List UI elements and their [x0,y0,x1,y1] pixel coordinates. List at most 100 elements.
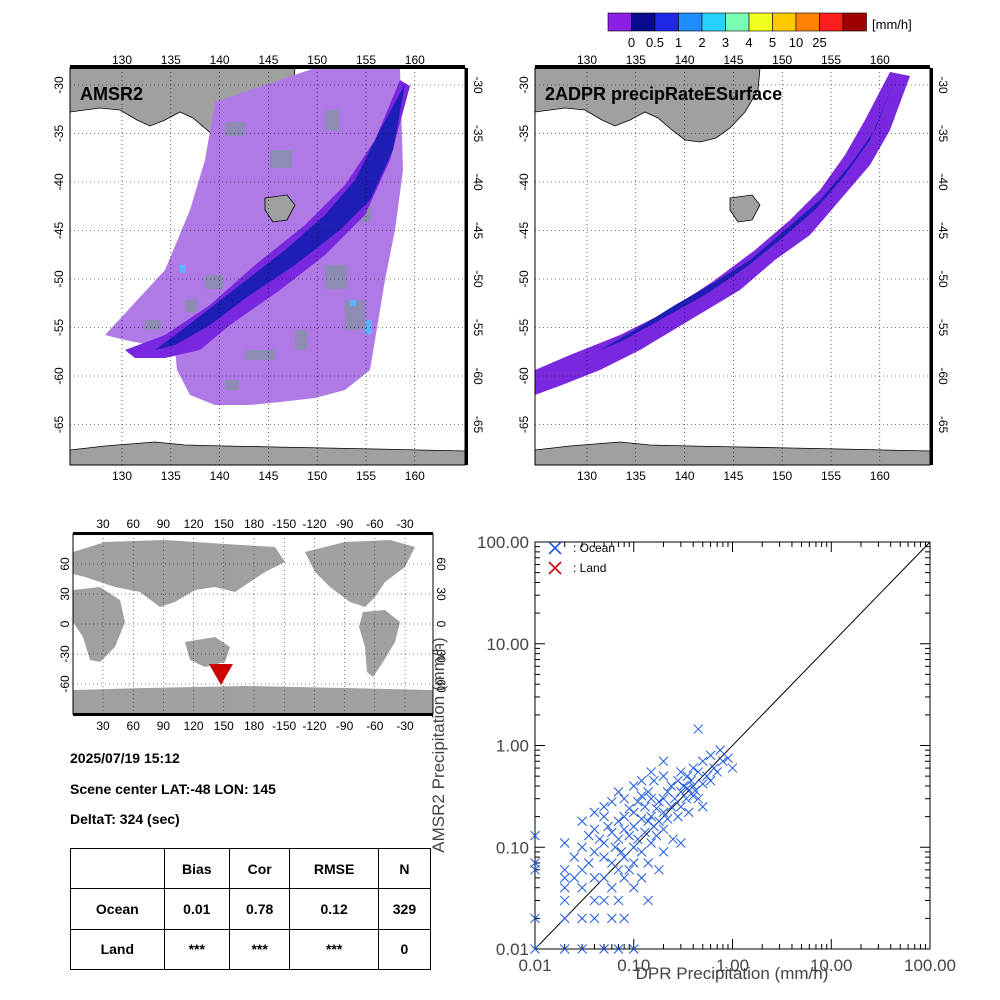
lat-tick-left: -45 [52,222,66,240]
lat-tick-right: -55 [936,319,950,337]
colorbar-swatch [842,12,867,32]
colorbar-swatch [701,12,726,32]
scatter-point [577,944,587,954]
scatter-point [606,796,617,807]
lon-tick-top: 30 [96,517,110,531]
stats-header-cell: RMSE [289,847,379,890]
scatter-point [643,858,654,868]
scatter-point [628,944,639,954]
scatter-point [599,811,609,822]
lon-tick-top: 155 [821,53,841,67]
map-dpr: 130 130 135 135 140 140 145 145 150 150 155 155 160 1… [517,53,950,483]
lon-tick-bottom: -150 [272,719,296,733]
lon-tick-top: 160 [405,53,425,67]
lat-tick-right: -35 [936,125,950,143]
lon-tick-top: -120 [302,517,326,531]
lat-tick-left: -40 [517,173,531,191]
colorbar-label: 0.5 [646,35,664,50]
scatter-plot: 0.010.01 0.10 0.10 1.00 1.00 10.00 10.00 100.00… [429,533,956,983]
scatter-point [702,771,712,781]
lat-tick-right: -65 [471,416,485,434]
lon-tick-top: -90 [336,517,354,531]
scatter-point [682,783,693,794]
colorbar-label: 4 [745,35,752,50]
scatter-point [666,781,677,791]
lon-tick-bottom: 150 [214,719,234,733]
scatter-point [530,858,540,868]
lon-tick-top: 145 [258,53,278,67]
scene-delta-t: DeltaT: 324 (sec) [70,811,180,827]
scatter-point [673,811,683,822]
scatter-point [688,790,699,801]
land-australia [185,637,230,667]
stats-cell: 329 [377,888,432,930]
colorbar-unit: [mm/h] [872,17,912,32]
scatter-point [668,834,678,845]
scatter-point [658,807,669,818]
stats-cell: Ocean [70,888,165,930]
lat-tick-right: 30 [434,587,448,601]
scatter-point [727,763,738,773]
lon-tick-top: 60 [127,517,141,531]
scatter-point [577,913,587,924]
colorbar-swatch [631,12,656,32]
lon-tick-bottom: -30 [396,719,414,733]
lat-tick-right: -60 [936,367,950,385]
scatter-point [606,882,617,893]
lon-tick-top: 130 [577,53,597,67]
world-gridlines [73,534,433,714]
scatter-point [619,824,630,835]
colorbar-swatch [678,12,703,32]
plot-ticks: 0.010.01 0.10 0.10 1.00 1.00 10.00 10.00 100.00… [477,533,956,975]
colorbar-swatch [654,12,679,32]
lon-tick-top: 135 [626,53,646,67]
stats-row-ocean: Ocean 0.01 0.78 0.12 329 [70,888,432,930]
scatter-point [705,750,716,761]
scatter-point [681,793,692,804]
x-tick-label: 0.10 [617,956,650,975]
scatter-point [662,814,673,824]
scatter-point [646,838,656,848]
stats-cell: Land [70,928,165,971]
scatter-point [589,913,600,924]
lat-tick-left: 0 [58,620,72,627]
lat-tick-right: -40 [936,173,950,191]
lon-tick-bottom: -90 [336,719,354,733]
scatter-point [613,864,624,875]
lat-tick-right: -40 [471,173,485,191]
scatter-point [616,847,627,857]
land-tasmania [264,194,296,223]
lat-tick-right: -30 [434,645,448,663]
scatter-point [646,793,656,804]
scatter-point [559,882,570,893]
lon-tick-bottom: 30 [96,719,110,733]
scatter-point [646,811,656,822]
lat-tick-left: 30 [58,587,72,601]
lon-tick-bottom: 135 [626,469,646,483]
land-north-america [305,540,415,607]
lat-tick-left: -60 [58,675,72,693]
map-axis-labels: 130 130 135 135 140 140 145 145 150 150 155 155 160 1… [52,53,485,483]
world-map: 30 30 60 60 90 90 120 120 150 150 180 180 -150 -150 -1… [58,517,448,733]
stats-row-land: Land *** *** *** 0 [70,928,432,971]
y-tick-label: 0.01 [496,940,529,959]
scatter-point [559,913,570,924]
world-border-bottom [73,713,433,716]
land-australia [535,68,761,143]
scatter-point [654,796,664,807]
stats-header-cell: Bias [163,847,230,890]
scatter-point [688,781,699,791]
scatter-point [658,756,669,767]
colorbar-boxes [607,12,867,32]
scatter-point [530,913,540,924]
scatter-point [589,847,600,857]
lat-tick-left: -60 [517,367,531,385]
lat-tick-left: -50 [52,270,66,288]
scatter-point [530,830,540,841]
lon-tick-bottom: 130 [577,469,597,483]
lon-tick-bottom: 155 [821,469,841,483]
lon-tick-bottom: 145 [258,469,278,483]
scatter-point [676,838,686,848]
scatter-point [682,771,693,781]
y-tick-label: 1.00 [496,737,529,756]
